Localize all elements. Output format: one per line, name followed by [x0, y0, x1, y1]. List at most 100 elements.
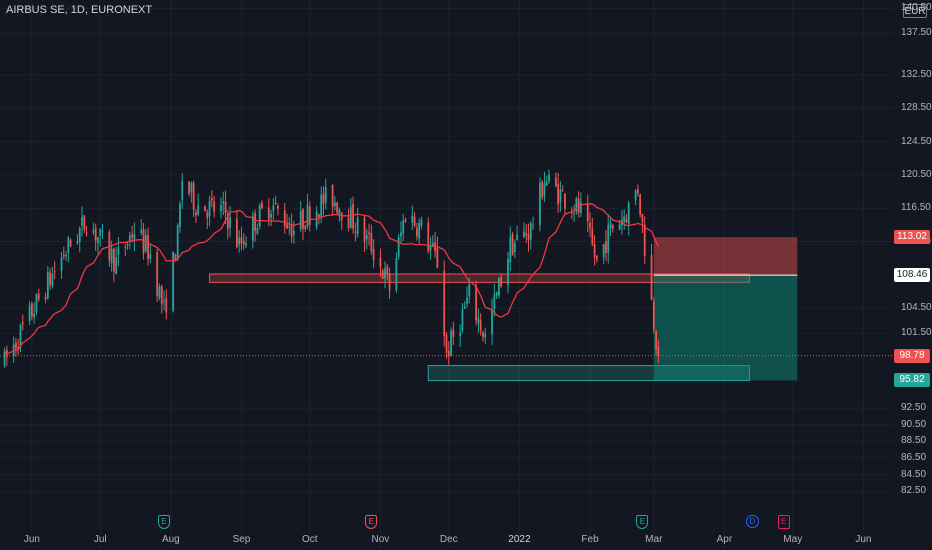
candle-body: [204, 205, 206, 212]
candle-body: [17, 346, 20, 350]
candle-body: [573, 212, 575, 214]
symbol-title: AIRBUS SE, 1D, EURONEXT: [6, 4, 153, 16]
candle-body: [657, 346, 660, 356]
candle-body: [372, 248, 375, 260]
x-axis-tick-label: Oct: [302, 534, 318, 545]
candle-body: [484, 333, 487, 338]
candle-body: [575, 198, 578, 212]
earnings-event-icon[interactable]: E: [158, 515, 171, 529]
candle-body: [97, 236, 99, 244]
candle-body: [49, 272, 52, 285]
candle-body: [479, 320, 482, 331]
candle-body: [370, 232, 373, 252]
candle-body: [561, 190, 564, 192]
candle-body: [113, 248, 115, 272]
candle-body: [529, 223, 532, 240]
candle-body: [509, 237, 512, 263]
candle-body: [493, 295, 496, 310]
x-axis-tick-label: 2022: [508, 534, 531, 545]
candle-body: [318, 214, 320, 218]
candle-body: [226, 213, 229, 230]
candle-body: [349, 207, 352, 229]
candle-body: [384, 268, 386, 279]
candle-body: [595, 255, 598, 260]
candle-body: [156, 252, 159, 296]
candle-body: [468, 283, 471, 297]
candle-body: [363, 217, 366, 242]
candle-body: [267, 207, 270, 220]
support-zone: [427, 365, 750, 382]
candle-body: [292, 231, 295, 235]
candle-body: [589, 222, 591, 229]
candle-body: [179, 203, 181, 228]
candle-body: [308, 206, 311, 225]
candle-body: [356, 217, 359, 235]
candle-body: [333, 202, 336, 206]
earnings-event-icon[interactable]: E: [365, 515, 378, 529]
y-axis-tick-label: 140.50: [901, 2, 932, 14]
candle-body: [76, 241, 79, 244]
candle-body: [548, 174, 550, 182]
candle-body: [165, 298, 168, 313]
dividend-event-icon[interactable]: D: [745, 515, 759, 528]
candle-body: [322, 193, 325, 205]
earnings-event-icon[interactable]: E: [777, 515, 790, 529]
y-axis-tick-label: 84.50: [901, 468, 927, 480]
candle-body: [245, 243, 247, 246]
y-axis-tick-label: 101.50: [901, 327, 932, 339]
candle-body: [160, 285, 163, 305]
candle-body: [69, 240, 72, 247]
x-axis-tick-label: Aug: [161, 534, 180, 545]
x-axis-tick-label: May: [783, 534, 803, 545]
entry-price-tag: 108.46: [894, 268, 930, 283]
candle-body: [306, 204, 309, 227]
candle-body: [46, 271, 49, 299]
support-resistance-zones[interactable]: [209, 273, 750, 382]
candle-body: [463, 306, 466, 309]
candle-body: [605, 241, 607, 254]
candle-body: [240, 237, 243, 244]
candle-body: [302, 209, 304, 229]
candle-body: [452, 329, 455, 337]
candle-body: [625, 218, 628, 223]
candle-body: [354, 231, 357, 233]
candle-body: [324, 187, 327, 203]
candle-body: [117, 248, 120, 255]
candle-body: [62, 254, 65, 257]
candle-body: [475, 285, 478, 321]
y-axis-tick-label: 82.50: [901, 485, 927, 497]
candle-body: [65, 254, 67, 257]
candle-body: [641, 214, 644, 223]
candle-body: [336, 202, 339, 214]
short-position-tool[interactable]: [653, 237, 798, 381]
candle-body: [500, 277, 503, 287]
candlestick-series: [3, 169, 660, 369]
candle-body: [397, 237, 400, 257]
y-axis-tick-label: 132.50: [901, 68, 932, 80]
candle-body: [206, 212, 209, 219]
candle-body: [304, 225, 307, 229]
candle-body: [277, 205, 279, 209]
x-axis-tick-label: Feb: [581, 534, 599, 545]
candle-body: [388, 274, 391, 291]
candle-body: [210, 197, 213, 201]
candle-body: [208, 200, 211, 217]
candle-body: [513, 242, 516, 252]
candle-body: [140, 229, 143, 234]
candle-body: [338, 209, 341, 215]
earnings-event-icon[interactable]: E: [636, 515, 649, 529]
stop-price-tag: 113.02: [894, 230, 930, 245]
candle-body: [427, 222, 430, 252]
candle-body: [559, 189, 562, 202]
candle-body: [461, 309, 464, 331]
y-axis-tick-label: 137.50: [901, 27, 932, 39]
candle-body: [331, 185, 334, 207]
candle-body: [299, 211, 302, 230]
candle-body: [591, 228, 594, 245]
currency-label[interactable]: EUR: [903, 4, 927, 18]
candle-body: [283, 210, 286, 227]
candle-body: [258, 205, 261, 227]
candle-body: [92, 230, 95, 233]
candle-body: [516, 234, 519, 241]
